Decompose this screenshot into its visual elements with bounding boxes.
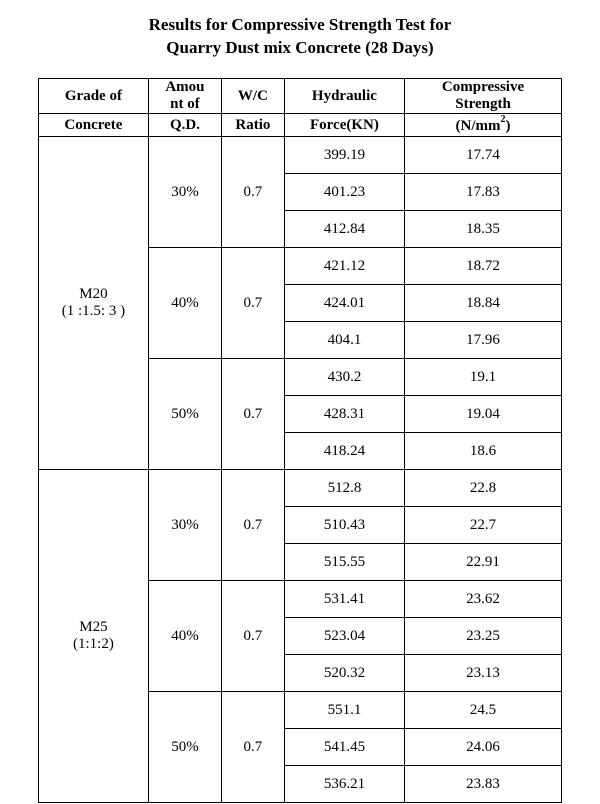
wc-cell: 0.7 bbox=[222, 580, 285, 691]
force-cell: 399.19 bbox=[284, 136, 404, 173]
strength-cell: 18.6 bbox=[405, 432, 562, 469]
grade-cell: M25(1:1:2) bbox=[39, 469, 149, 802]
strength-cell: 22.8 bbox=[405, 469, 562, 506]
hdr-hyd-bot: Force(KN) bbox=[284, 113, 404, 136]
strength-cell: 22.91 bbox=[405, 543, 562, 580]
amount-cell: 30% bbox=[148, 136, 221, 247]
force-cell: 515.55 bbox=[284, 543, 404, 580]
wc-cell: 0.7 bbox=[222, 358, 285, 469]
amount-cell: 50% bbox=[148, 358, 221, 469]
hdr-amount-top: Amount of bbox=[148, 78, 221, 113]
amount-cell: 40% bbox=[148, 247, 221, 358]
force-cell: 510.43 bbox=[284, 506, 404, 543]
hdr-grade-bot: Concrete bbox=[39, 113, 149, 136]
strength-cell: 17.83 bbox=[405, 173, 562, 210]
grade-cell: M20(1 :1.5: 3 ) bbox=[39, 136, 149, 469]
strength-cell: 19.1 bbox=[405, 358, 562, 395]
hdr-amount-bot: Q.D. bbox=[148, 113, 221, 136]
hdr-cs-bot: (N/mm2) bbox=[405, 113, 562, 136]
force-cell: 401.23 bbox=[284, 173, 404, 210]
strength-cell: 23.62 bbox=[405, 580, 562, 617]
force-cell: 520.32 bbox=[284, 654, 404, 691]
force-cell: 421.12 bbox=[284, 247, 404, 284]
strength-cell: 24.06 bbox=[405, 728, 562, 765]
force-cell: 541.45 bbox=[284, 728, 404, 765]
wc-cell: 0.7 bbox=[222, 469, 285, 580]
force-cell: 523.04 bbox=[284, 617, 404, 654]
strength-cell: 19.04 bbox=[405, 395, 562, 432]
force-cell: 536.21 bbox=[284, 765, 404, 802]
hdr-wc-top: W/C bbox=[222, 78, 285, 113]
force-cell: 428.31 bbox=[284, 395, 404, 432]
force-cell: 531.41 bbox=[284, 580, 404, 617]
title-line1: Results for Compressive Strength Test fo… bbox=[149, 15, 452, 34]
page: Results for Compressive Strength Test fo… bbox=[0, 0, 600, 804]
wc-cell: 0.7 bbox=[222, 136, 285, 247]
force-cell: 430.2 bbox=[284, 358, 404, 395]
force-cell: 551.1 bbox=[284, 691, 404, 728]
wc-cell: 0.7 bbox=[222, 691, 285, 802]
amount-cell: 40% bbox=[148, 580, 221, 691]
strength-cell: 23.25 bbox=[405, 617, 562, 654]
title-line2: Quarry Dust mix Concrete (28 Days) bbox=[166, 38, 433, 57]
strength-cell: 18.35 bbox=[405, 210, 562, 247]
amount-cell: 30% bbox=[148, 469, 221, 580]
force-cell: 412.84 bbox=[284, 210, 404, 247]
title: Results for Compressive Strength Test fo… bbox=[38, 14, 562, 60]
force-cell: 512.8 bbox=[284, 469, 404, 506]
strength-cell: 22.7 bbox=[405, 506, 562, 543]
force-cell: 404.1 bbox=[284, 321, 404, 358]
strength-cell: 17.96 bbox=[405, 321, 562, 358]
strength-cell: 18.72 bbox=[405, 247, 562, 284]
hdr-grade-top: Grade of bbox=[39, 78, 149, 113]
strength-cell: 23.13 bbox=[405, 654, 562, 691]
force-cell: 424.01 bbox=[284, 284, 404, 321]
hdr-cs-top: CompressiveStrength bbox=[405, 78, 562, 113]
strength-cell: 24.5 bbox=[405, 691, 562, 728]
strength-cell: 18.84 bbox=[405, 284, 562, 321]
force-cell: 418.24 bbox=[284, 432, 404, 469]
amount-cell: 50% bbox=[148, 691, 221, 802]
hdr-hyd-top: Hydraulic bbox=[284, 78, 404, 113]
wc-cell: 0.7 bbox=[222, 247, 285, 358]
hdr-wc-bot: Ratio bbox=[222, 113, 285, 136]
strength-cell: 17.74 bbox=[405, 136, 562, 173]
results-table: Grade ofAmount ofW/CHydraulicCompressive… bbox=[38, 78, 562, 803]
strength-cell: 23.83 bbox=[405, 765, 562, 802]
